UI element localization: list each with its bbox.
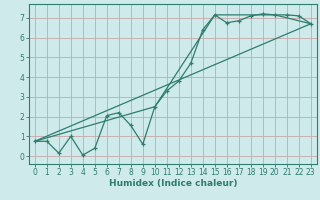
X-axis label: Humidex (Indice chaleur): Humidex (Indice chaleur) [108, 179, 237, 188]
